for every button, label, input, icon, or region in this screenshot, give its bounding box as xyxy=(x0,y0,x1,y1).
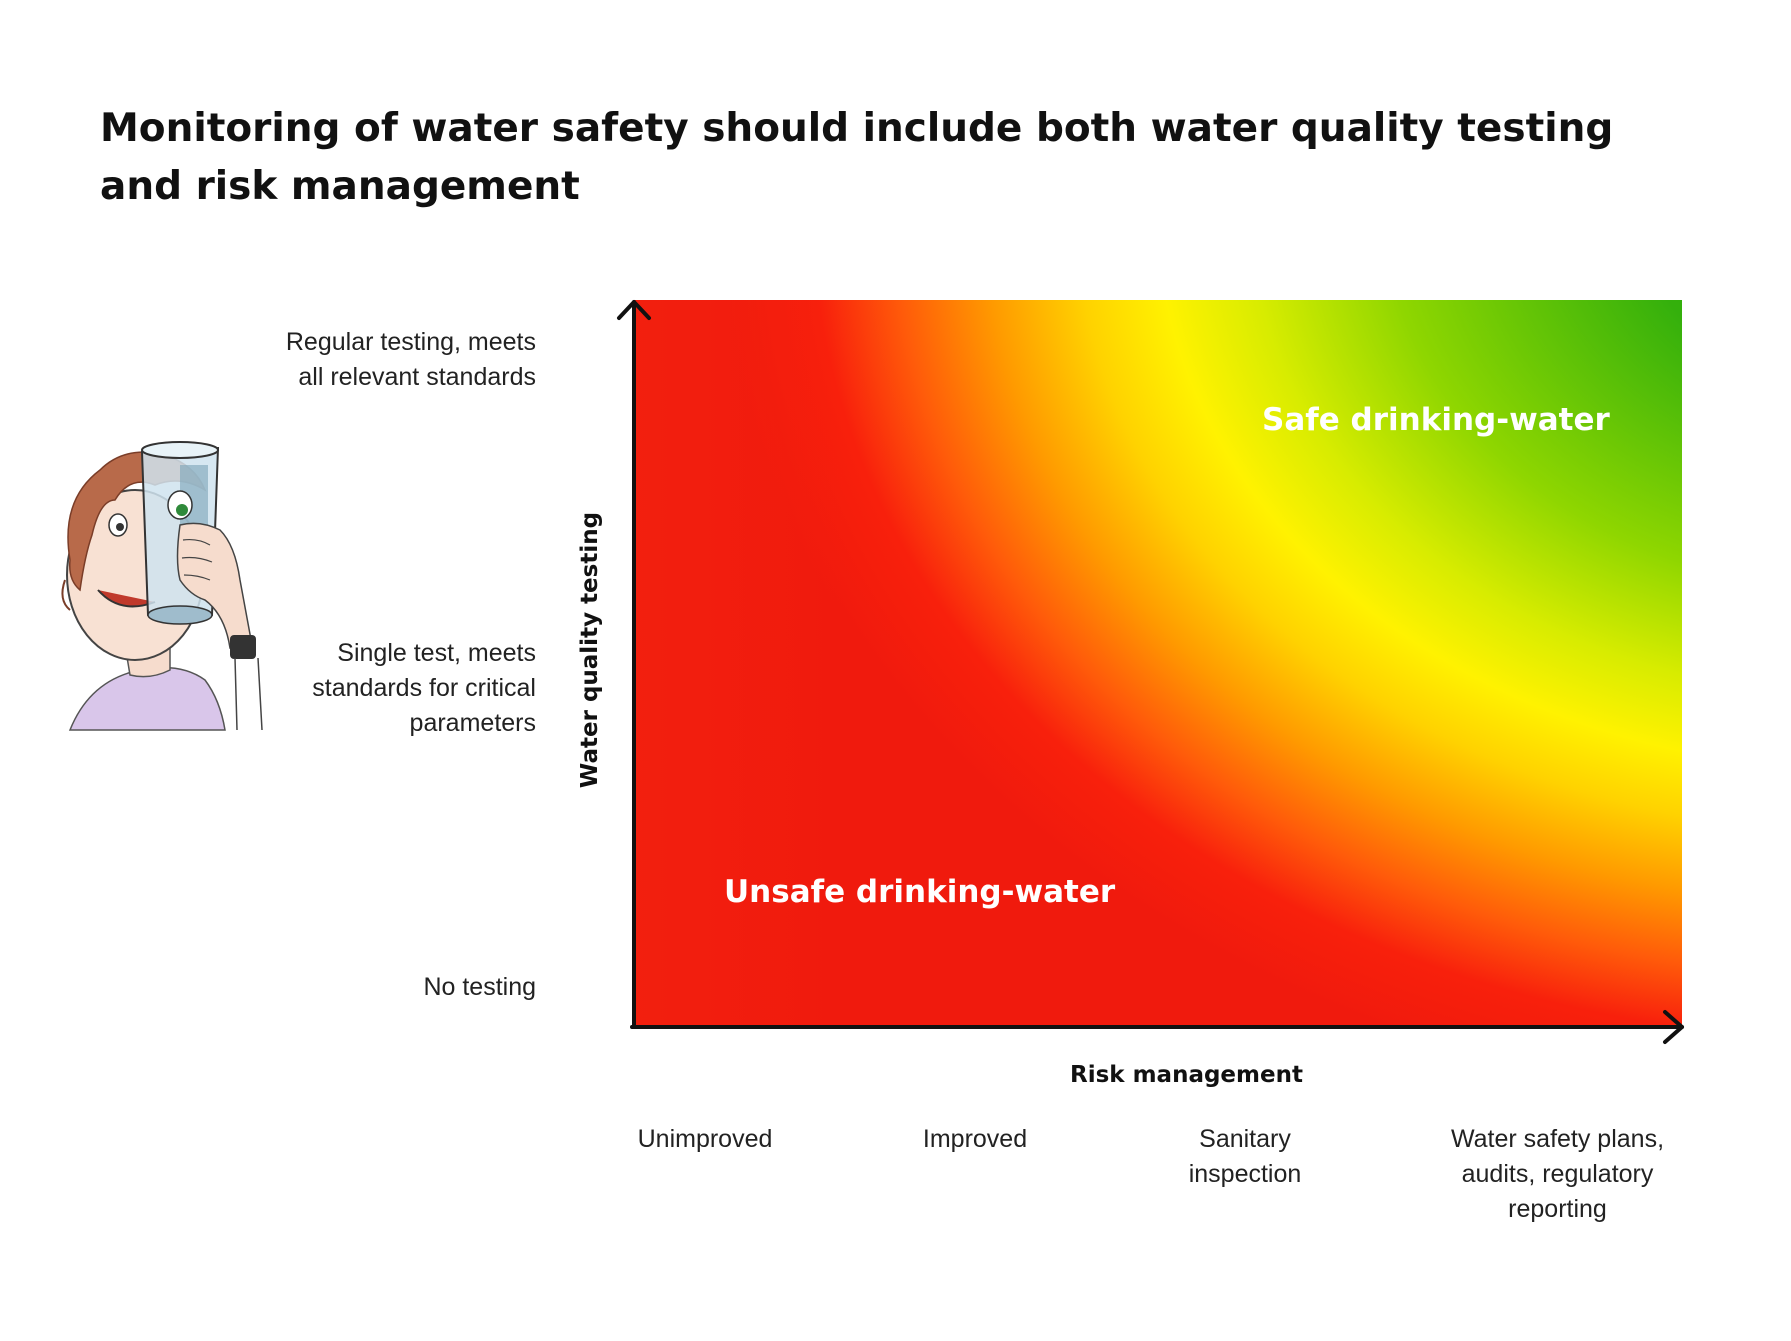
person-drinking-water-icon xyxy=(30,430,290,740)
x-level-unimproved: Unimproved xyxy=(610,1122,800,1157)
x-axis-title: Risk management xyxy=(1070,1062,1303,1088)
x-level-improved: Improved xyxy=(880,1122,1070,1157)
x-level-sanitary-inspection: Sanitary inspection xyxy=(1160,1122,1330,1192)
x-level-water-safety-plans: Water safety plans, audits, regulatory r… xyxy=(1430,1122,1685,1227)
